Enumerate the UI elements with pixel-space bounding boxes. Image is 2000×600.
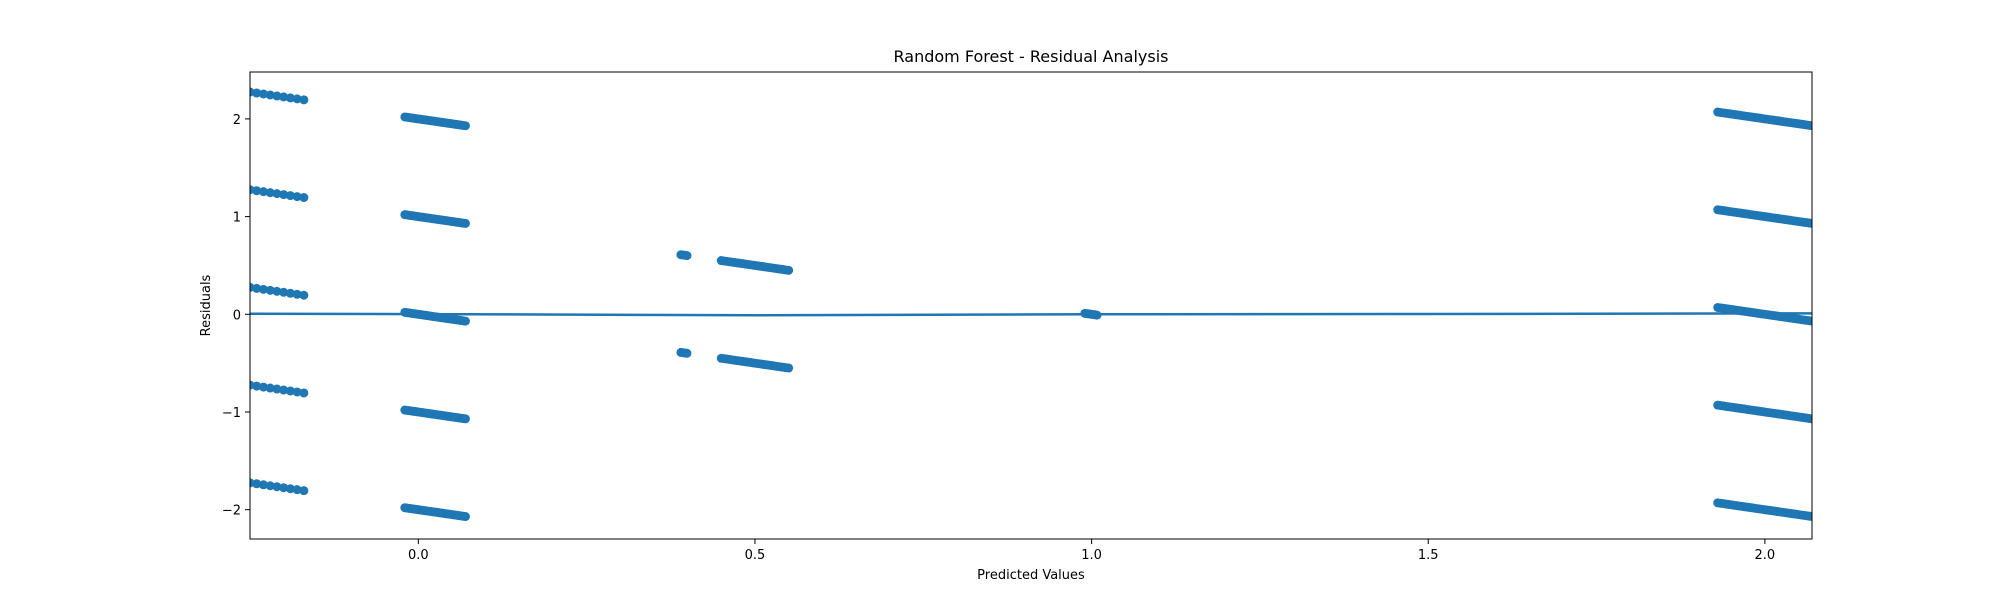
data-point — [272, 189, 282, 199]
data-point — [682, 348, 692, 358]
data-point — [279, 190, 289, 200]
data-point — [1807, 316, 1812, 326]
data-point — [272, 482, 282, 492]
x-axis-label: Predicted Values — [977, 568, 1085, 583]
data-point — [279, 92, 289, 102]
trend-line-layer — [250, 312, 1812, 317]
trend-line — [250, 312, 1812, 317]
data-point — [272, 286, 282, 296]
data-point — [265, 481, 275, 491]
data-point — [285, 93, 295, 103]
data-point — [299, 95, 309, 105]
data-point — [299, 388, 309, 398]
data-point — [258, 89, 268, 99]
y-tick-label: 1 — [233, 211, 241, 226]
y-tick-label: 2 — [233, 113, 241, 128]
data-point — [784, 363, 794, 373]
data-point — [285, 386, 295, 396]
data-point — [258, 187, 268, 197]
data-point — [460, 512, 470, 522]
data-point — [1807, 512, 1812, 522]
data-point — [279, 385, 289, 395]
data-point — [299, 193, 309, 203]
data-point — [279, 483, 289, 493]
data-point — [265, 383, 275, 393]
x-tick-label: 0.0 — [408, 548, 429, 563]
data-point — [258, 382, 268, 392]
data-point — [460, 218, 470, 228]
data-point — [252, 88, 262, 98]
data-point — [682, 251, 692, 261]
x-tick-label: 1.0 — [1081, 548, 1102, 563]
data-point — [252, 283, 262, 293]
data-point — [258, 284, 268, 294]
data-point — [292, 387, 302, 397]
data-point — [272, 384, 282, 394]
data-point — [252, 479, 262, 489]
data-point — [292, 94, 302, 104]
data-point — [460, 121, 470, 131]
data-point — [784, 265, 794, 275]
y-axis-label: Residuals — [199, 274, 214, 336]
y-tick-label: −1 — [222, 406, 241, 421]
x-tick-label: 1.5 — [1418, 548, 1439, 563]
data-point — [272, 91, 282, 101]
y-tick-label: −2 — [222, 504, 241, 519]
x-tick-label: 0.5 — [745, 548, 766, 563]
data-point — [285, 288, 295, 298]
plot-frame — [249, 71, 1813, 540]
data-point — [265, 188, 275, 198]
data-point — [299, 290, 309, 300]
data-points-layer — [250, 87, 1812, 522]
data-point — [252, 381, 262, 391]
data-point — [265, 90, 275, 100]
data-point — [292, 192, 302, 202]
data-point — [1807, 121, 1812, 131]
data-point — [299, 486, 309, 496]
data-point — [1807, 414, 1812, 424]
data-point — [1807, 218, 1812, 228]
data-point — [285, 484, 295, 494]
data-point — [460, 414, 470, 424]
data-point — [265, 285, 275, 295]
x-tick-label: 2.0 — [1755, 548, 1776, 563]
chart-title: Random Forest - Residual Analysis — [894, 47, 1169, 66]
data-point — [460, 316, 470, 326]
y-axis-ticks: −2 −1 0 1 2 — [222, 113, 250, 519]
data-point — [258, 480, 268, 490]
data-point — [292, 485, 302, 495]
data-point — [252, 186, 262, 196]
y-tick-label: 0 — [233, 308, 241, 323]
data-point — [285, 191, 295, 201]
x-axis-ticks: 0.0 0.5 1.0 1.5 2.0 — [408, 539, 1775, 563]
data-point — [292, 289, 302, 299]
data-point — [279, 287, 289, 297]
